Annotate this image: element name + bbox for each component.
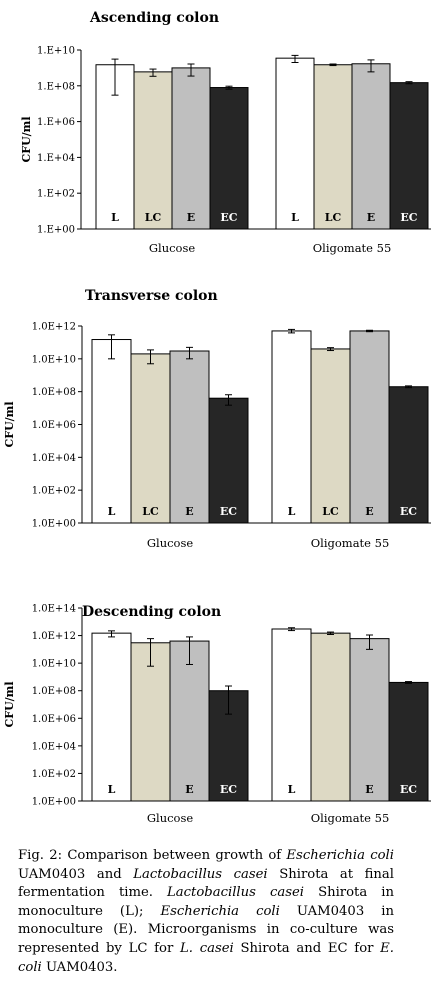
chart2-y-tick-label: 1.0E+08 (32, 387, 76, 398)
chart2-bar (91, 339, 132, 524)
chart2-bar-label: LC (322, 505, 339, 518)
chart2-bar-label: EC (400, 505, 417, 518)
chart2-y-tick-label: 1.0E+10 (32, 354, 76, 365)
caption-lcasei: Lactobacillus casei (133, 866, 268, 882)
caption-lcasei-short: L. casei (180, 940, 234, 956)
chart1-bar-label: LC (145, 211, 162, 224)
chart2-y-axis-label: CFU/ml (3, 402, 16, 448)
chart1-bar (389, 82, 429, 230)
figure-charts: Ascending colon 1.E+00 1.E+02 1.E+04 1.E+06 1… (3, 10, 431, 825)
chart2-bar (388, 386, 429, 524)
chart2-bar (130, 353, 171, 524)
chart3-bar-label: L (288, 783, 296, 796)
chart3-y-tick-label: 1.0E+08 (32, 686, 76, 697)
chart2-y-tick-label: 1.0E+00 (32, 519, 76, 530)
caption-text-3: Shirota in monoculture (L); (18, 885, 394, 919)
chart2-y-tick-label: 1.0E+04 (32, 453, 76, 464)
caption-text-5: Shirota and EC for (240, 940, 374, 956)
chart1-title: Ascending colon (89, 10, 219, 26)
chart1-bar-label: E (187, 211, 195, 224)
caption-lcasei-2: Lactobacillus casei (167, 885, 304, 901)
chart1-category-label: Oligomate 55 (313, 241, 392, 255)
chart3-bar (388, 681, 429, 802)
chart1-bar (275, 57, 315, 230)
chart2-bar-label: E (185, 505, 193, 518)
chart3-bar-label: E (365, 783, 373, 796)
chart1-y-tick-label: 1.E+04 (37, 153, 75, 164)
chart3-bar (271, 628, 312, 802)
caption-text-2: Shirota at final fermentation time. (18, 866, 394, 901)
chart3-y-tick-label: 1.0E+06 (32, 714, 76, 725)
chart3-y-tick-label: 1.0E+02 (32, 769, 76, 780)
chart1-bar (171, 67, 211, 230)
chart2-y-tick-label: 1.0E+02 (32, 486, 76, 497)
chart1-y-tick-label: 1.E+08 (37, 81, 75, 92)
chart1-bar (133, 71, 173, 230)
chart2-title: Transverse colon (85, 288, 218, 304)
chart1-bar (351, 63, 391, 230)
chart3-bar (310, 632, 351, 802)
chart3-bar-label: L (108, 783, 116, 796)
chart1-bar (313, 64, 353, 230)
chart3-y-tick-label: 1.0E+14 (32, 604, 76, 615)
chart2-bar-label: LC (142, 505, 159, 518)
caption-text-4: UAM0403 in monoculture (E). Microorganis… (18, 903, 394, 956)
caption-text-6: UAM0403. (45, 959, 118, 975)
chart1-bar-label: L (111, 211, 119, 224)
chart2-y-tick-label: 1.0E+06 (32, 420, 76, 431)
chart1-y-tick-label: 1.E+00 (37, 225, 75, 236)
chart2-bar-label: L (288, 505, 296, 518)
chart2-y-tick-label: 1.0E+12 (32, 322, 76, 333)
chart1-bar-label: L (291, 211, 299, 224)
chart2-category-label: Oligomate 55 (311, 536, 390, 550)
caption-prefix: Fig. 2: Comparison between growth of (18, 848, 282, 863)
chart3-y-tick-label: 1.0E+10 (32, 659, 76, 670)
chart2-category-label: Glucose (147, 536, 194, 550)
chart3-y-tick-label: 1.0E+04 (32, 741, 76, 752)
chart2-bar-label: L (108, 505, 116, 518)
chart2-bar (271, 330, 312, 524)
chart2-bar-label: EC (220, 505, 237, 518)
chart1-bar-label: E (367, 211, 375, 224)
chart3-y-axis-label: CFU/ml (3, 682, 16, 728)
chart1-y-tick-label: 1.E+02 (37, 189, 75, 200)
chart1-y-axis-label: CFU/ml (20, 117, 33, 163)
chart1-y-tick-label: 1.E+10 (37, 46, 75, 57)
chart3-category-label: Glucose (147, 811, 194, 825)
chart1-category-label: Glucose (149, 241, 196, 255)
caption-ecoli: Escherichia coli (286, 848, 394, 863)
chart3-bar (91, 632, 132, 802)
chart1-bar-label: LC (325, 211, 342, 224)
chart1-bar (209, 87, 249, 230)
chart3-bar (130, 642, 171, 802)
chart3-bar-label: EC (400, 783, 417, 796)
chart3-bar-label: E (185, 783, 193, 796)
chart1-y-tick-label: 1.E+06 (37, 117, 75, 128)
chart3-bar-label: EC (220, 783, 237, 796)
chart2-bar-label: E (365, 505, 373, 518)
chart2-bar (349, 330, 390, 524)
chart1-bar-label: EC (400, 211, 417, 224)
chart3-y-tick-label: 1.0E+00 (32, 797, 76, 808)
caption-ecoli-2: Escherichia coli (160, 903, 280, 919)
chart3-bar (169, 640, 210, 802)
chart3-y-tick-label: 1.0E+12 (32, 631, 76, 642)
chart1-bar-label: EC (220, 211, 237, 224)
chart2-bar (169, 350, 210, 524)
chart3-title: Descending colon (82, 604, 221, 620)
chart2-bar (208, 397, 249, 524)
chart3-bar (349, 638, 390, 802)
caption-text-1: UAM0403 and (18, 866, 122, 882)
chart2-bar (310, 348, 351, 524)
chart3-category-label: Oligomate 55 (311, 811, 390, 825)
caption-ecoli-short: E. coli (18, 940, 394, 975)
figure-caption: Fig. 2: Comparison between growth of Esc… (18, 847, 394, 977)
